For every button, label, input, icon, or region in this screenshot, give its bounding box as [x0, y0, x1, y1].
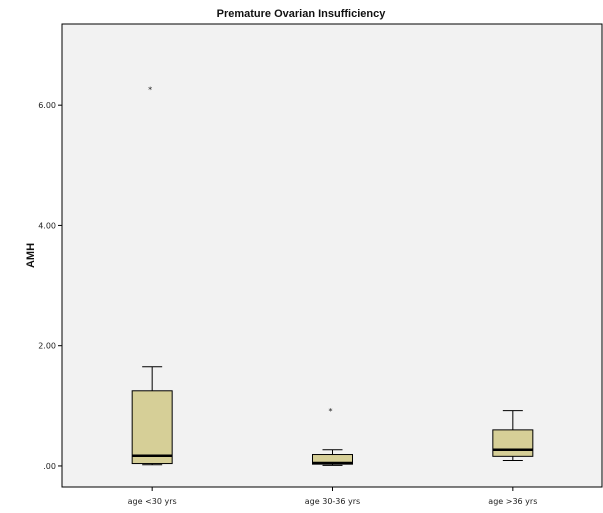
- box: [131, 390, 173, 465]
- chart-title: Premature Ovarian Insufficiency: [217, 8, 387, 20]
- extreme-marker: *: [329, 407, 333, 416]
- box-plot: *: [312, 407, 353, 466]
- x-tick-label: age >36 yrs: [488, 497, 537, 506]
- box-plot: *: [131, 85, 173, 466]
- box-plots: **: [131, 85, 534, 466]
- x-tick-label: age <30 yrs: [128, 497, 177, 506]
- box: [492, 429, 534, 457]
- box-plot: [492, 410, 534, 462]
- x-axis: age <30 yrs age 30-36 yrs age >36 yrs: [128, 487, 537, 506]
- y-tick-label: 4.00: [38, 221, 56, 230]
- y-axis-label: AMH: [25, 243, 37, 268]
- extreme-marker: *: [148, 85, 152, 94]
- y-tick-label: 2.00: [38, 342, 56, 351]
- x-tick-label: age 30-36 yrs: [305, 497, 360, 506]
- y-tick-label: .00: [43, 462, 56, 471]
- y-axis: .00 2.00 4.00 6.00: [38, 101, 62, 471]
- y-tick-label: 6.00: [38, 101, 56, 110]
